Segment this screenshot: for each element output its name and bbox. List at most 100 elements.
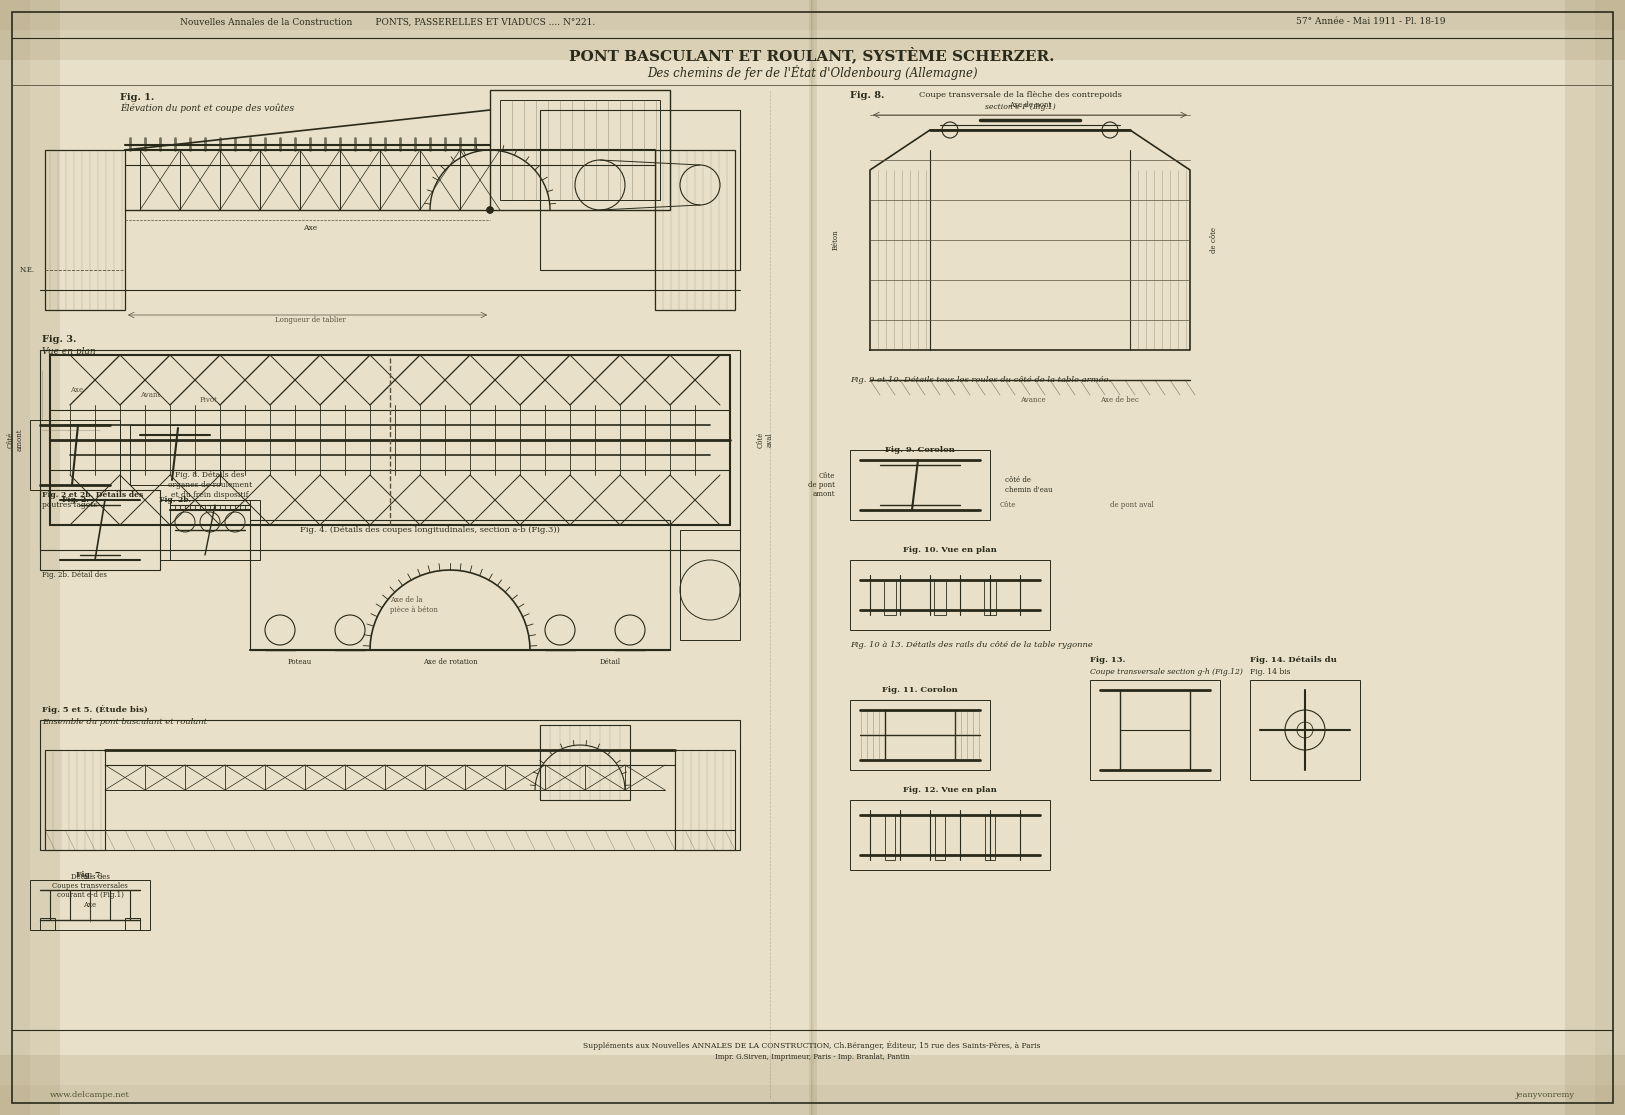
Text: Axe de rotation: Axe de rotation xyxy=(422,658,478,666)
Text: Béton: Béton xyxy=(832,230,840,250)
Text: Fig. 8. Détails des: Fig. 8. Détails des xyxy=(176,471,245,479)
Text: Fig. 7.: Fig. 7. xyxy=(76,871,104,879)
Bar xyxy=(41,489,159,570)
Text: Côté
amont: Côté amont xyxy=(6,429,24,452)
Text: Fig. 8.: Fig. 8. xyxy=(850,90,884,99)
Bar xyxy=(679,530,739,640)
Text: Fig. 2b. Détail des: Fig. 2b. Détail des xyxy=(42,571,107,579)
Bar xyxy=(674,750,734,850)
Text: Nouvelles Annales de la Construction        PONTS, PASSERELLES ET VIADUCS .... N: Nouvelles Annales de la Construction PON… xyxy=(180,18,595,27)
Text: de côte: de côte xyxy=(1211,227,1219,253)
Bar xyxy=(1250,680,1360,780)
Bar xyxy=(46,750,106,850)
Text: Axe: Axe xyxy=(83,901,96,909)
Text: Fig. 12. Vue en plan: Fig. 12. Vue en plan xyxy=(904,786,998,794)
Circle shape xyxy=(488,207,492,213)
Text: Fig. 10 à 13. Détails des rails du côté de la table rygonne: Fig. 10 à 13. Détails des rails du côté … xyxy=(850,641,1094,649)
Text: section e-F (Fig.1): section e-F (Fig.1) xyxy=(985,103,1055,112)
Bar xyxy=(850,799,1050,870)
Text: Fig. 11. Corolon: Fig. 11. Corolon xyxy=(882,686,957,694)
Text: Fig. 2.: Fig. 2. xyxy=(62,496,88,504)
Text: PONT BASCULANT ET ROULANT, SYSTÈME SCHERZER.: PONT BASCULANT ET ROULANT, SYSTÈME SCHER… xyxy=(569,47,1055,64)
Bar xyxy=(934,580,946,615)
Text: Axe de pont: Axe de pont xyxy=(1009,101,1051,109)
Bar xyxy=(130,425,219,485)
Text: Fig. 3.: Fig. 3. xyxy=(42,336,76,345)
Bar xyxy=(500,100,660,200)
Text: Suppléments aux Nouvelles ANNALES DE LA CONSTRUCTION, Ch.Béranger, Éditeur, 15 r: Suppléments aux Nouvelles ANNALES DE LA … xyxy=(583,1040,1040,1049)
Text: Détail: Détail xyxy=(600,658,621,666)
Text: Axe: Axe xyxy=(70,386,83,394)
Text: Côte
de pont
amont: Côte de pont amont xyxy=(808,472,835,498)
Bar xyxy=(125,918,140,930)
Circle shape xyxy=(488,207,492,213)
Text: Fig. 1.: Fig. 1. xyxy=(120,94,154,103)
Text: Fig. 2 et 2b. Détails des: Fig. 2 et 2b. Détails des xyxy=(42,491,143,500)
Bar xyxy=(884,580,895,615)
Bar xyxy=(850,450,990,520)
Text: Des chemins de fer de l'État d'Oldenbourg (Allemagne): Des chemins de fer de l'État d'Oldenbour… xyxy=(647,65,977,79)
Bar xyxy=(159,500,260,560)
Text: Longueur de tablier: Longueur de tablier xyxy=(275,316,346,324)
Text: Fig. 5 et 5. (Étude bis): Fig. 5 et 5. (Étude bis) xyxy=(42,706,148,715)
Bar xyxy=(655,151,734,310)
Text: de pont aval: de pont aval xyxy=(1110,501,1154,510)
Text: Pivot: Pivot xyxy=(200,396,218,404)
Bar xyxy=(1090,680,1220,780)
Text: www.delcampe.net: www.delcampe.net xyxy=(50,1090,130,1099)
Text: Axe: Axe xyxy=(302,224,317,232)
Bar xyxy=(886,815,895,860)
Text: et du frein dispositif: et du frein dispositif xyxy=(171,491,249,500)
Text: Impr. G.Sirven, Imprimeur, Paris - Imp. Branlat, Pantin: Impr. G.Sirven, Imprimeur, Paris - Imp. … xyxy=(715,1053,910,1061)
Bar xyxy=(1596,0,1625,1115)
Text: Fig. 4. (Détails des coupes longitudinales, section a-b (Fig.3)): Fig. 4. (Détails des coupes longitudinal… xyxy=(301,526,561,534)
Text: Coupe transversale section g-h (Fig.12): Coupe transversale section g-h (Fig.12) xyxy=(1090,668,1243,676)
Bar xyxy=(934,815,946,860)
Bar xyxy=(46,151,125,310)
Text: Axe de la: Axe de la xyxy=(390,597,422,604)
Text: Côte: Côte xyxy=(999,501,1016,510)
Bar xyxy=(985,815,994,860)
Text: Coupe transversale de la flèche des contrepoids: Coupe transversale de la flèche des cont… xyxy=(918,91,1121,99)
Bar xyxy=(0,0,1625,60)
Bar xyxy=(540,110,739,270)
Text: Fig. 2b.: Fig. 2b. xyxy=(159,496,192,504)
Bar xyxy=(41,918,55,930)
Text: Fig. 9 et 10. Détails tous les roules du côté de la table armée.: Fig. 9 et 10. Détails tous les roules du… xyxy=(850,376,1112,384)
Text: Avance: Avance xyxy=(1020,396,1045,404)
Bar xyxy=(41,350,739,550)
Text: Axe de bec: Axe de bec xyxy=(1100,396,1139,404)
Text: Fig. 9. Corolon: Fig. 9. Corolon xyxy=(886,446,956,454)
Text: Élévation du pont et coupe des voûtes: Élévation du pont et coupe des voûtes xyxy=(120,103,294,114)
Text: Poteau: Poteau xyxy=(288,658,312,666)
Bar xyxy=(850,560,1050,630)
Text: Vue en plan: Vue en plan xyxy=(42,348,96,357)
Text: jeanyvonremy: jeanyvonremy xyxy=(1516,1090,1575,1099)
Bar xyxy=(29,420,120,489)
Bar xyxy=(850,700,990,770)
Bar xyxy=(29,880,150,930)
Bar xyxy=(0,0,29,1115)
Bar xyxy=(540,725,630,799)
Bar xyxy=(0,1085,1625,1115)
Text: Détails des
Coupes transversales
courant e-d (Fig.1): Détails des Coupes transversales courant… xyxy=(52,873,128,899)
Text: Fig. 14. Détails du: Fig. 14. Détails du xyxy=(1250,656,1337,665)
Text: organes de roulement: organes de roulement xyxy=(167,481,252,489)
Text: Fig. 13.: Fig. 13. xyxy=(1090,656,1126,665)
Bar xyxy=(1565,0,1625,1115)
Bar xyxy=(0,0,60,1115)
Bar xyxy=(171,500,250,560)
Bar xyxy=(41,720,739,850)
Bar xyxy=(0,0,1625,30)
Text: pièce à béton: pièce à béton xyxy=(390,605,437,614)
Bar xyxy=(491,90,670,210)
Text: 57° Année - Mai 1911 - Pl. 18-19: 57° Année - Mai 1911 - Pl. 18-19 xyxy=(1295,18,1445,27)
Text: Avant: Avant xyxy=(140,391,161,399)
Text: côté de
chemin d'eau: côté de chemin d'eau xyxy=(1004,476,1053,494)
Text: N.E.: N.E. xyxy=(20,266,36,274)
Text: Côté
aval: Côté aval xyxy=(756,432,773,448)
Bar xyxy=(0,1055,1625,1115)
Text: Ensemble du pont basculant et roulant: Ensemble du pont basculant et roulant xyxy=(42,718,206,726)
Bar xyxy=(985,580,996,615)
Bar xyxy=(250,520,670,650)
